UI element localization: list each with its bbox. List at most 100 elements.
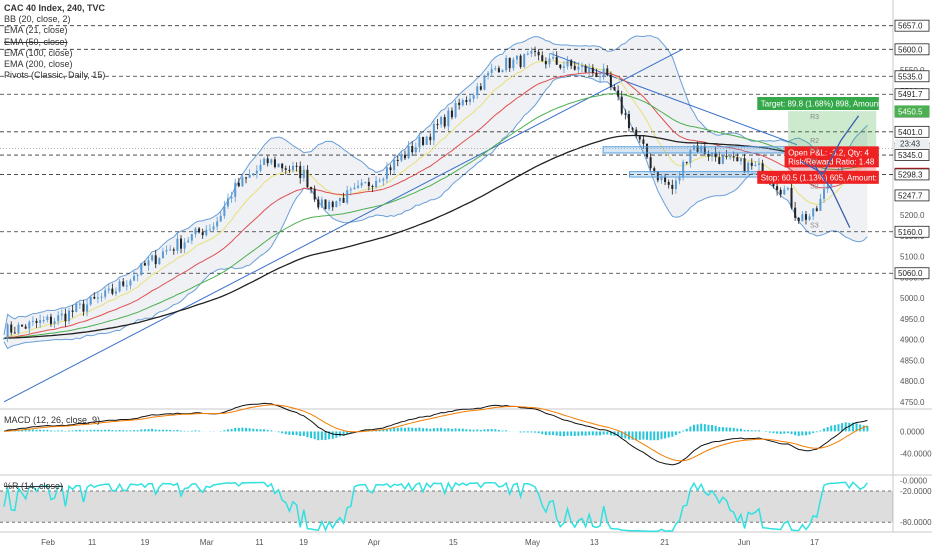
macd-histogram-bar — [566, 431, 569, 436]
candle — [432, 123, 435, 141]
wr-tick-label: -0.0000 — [900, 477, 928, 486]
candle — [447, 110, 450, 127]
macd-histogram-bar — [190, 430, 193, 432]
candle — [458, 102, 461, 106]
candle — [526, 53, 529, 55]
x-tick-label: 19 — [299, 538, 308, 547]
candle — [736, 157, 739, 162]
macd-histogram-bar — [432, 428, 435, 432]
candle — [508, 57, 511, 69]
stop-label-bg — [757, 170, 879, 184]
candle — [306, 169, 309, 188]
macd-histogram-bar — [483, 429, 486, 432]
candle — [223, 206, 226, 216]
candle — [739, 158, 742, 162]
macd-histogram-bar — [75, 429, 78, 432]
macd-histogram-bar — [559, 431, 562, 437]
candle — [523, 54, 526, 67]
macd-histogram-bar — [855, 423, 858, 432]
macd-histogram-bar — [107, 429, 110, 432]
candle — [443, 117, 446, 127]
candle — [208, 229, 211, 231]
macd-histogram-bar — [692, 424, 695, 432]
pivot-label-s2: S2 — [810, 183, 819, 190]
price-label: 5450.5 — [898, 107, 923, 116]
macd-histogram-bar — [732, 427, 735, 432]
macd-histogram-bar — [729, 427, 732, 432]
macd-histogram-bar — [418, 427, 421, 432]
macd-histogram-bar — [494, 429, 497, 432]
candle — [382, 178, 385, 181]
candle — [180, 238, 183, 249]
macd-line — [3, 402, 868, 466]
macd-histogram-bar — [96, 429, 99, 432]
candle — [328, 201, 331, 210]
macd-histogram-bar — [833, 424, 836, 432]
bollinger-upper — [3, 35, 868, 336]
candle — [114, 291, 117, 294]
macd-histogram-bar — [349, 431, 352, 434]
macd-histogram-bar — [747, 430, 750, 432]
candle — [357, 185, 360, 188]
candle — [501, 70, 504, 73]
macd-histogram-bar — [588, 431, 591, 436]
candle — [570, 60, 573, 66]
macd-histogram-bar — [320, 431, 323, 440]
macd-histogram-bar — [24, 430, 27, 432]
macd-histogram-bar — [584, 431, 587, 436]
macd-histogram-bar — [479, 429, 482, 432]
macd-histogram-bar — [476, 429, 479, 432]
candle — [324, 199, 327, 210]
macd-histogram-bar — [310, 431, 313, 439]
macd-histogram-bar — [226, 429, 229, 432]
candle — [320, 199, 323, 208]
macd-histogram-bar — [342, 431, 345, 436]
candle — [35, 320, 38, 324]
bollinger-lower — [3, 74, 868, 350]
candle — [497, 68, 500, 73]
macd-histogram-bar — [642, 431, 645, 440]
candle — [317, 199, 320, 208]
macd-histogram-bar — [526, 431, 529, 433]
macd-histogram-bar — [794, 431, 797, 436]
candle — [776, 186, 779, 190]
projection-down — [813, 165, 851, 228]
macd-histogram-bar — [89, 429, 92, 432]
candle — [169, 249, 172, 251]
candle — [660, 176, 663, 181]
macd-histogram-bar — [57, 430, 60, 432]
candle — [205, 229, 208, 236]
pivot-label-s1: S1 — [810, 159, 819, 166]
candle — [93, 296, 96, 299]
macd-histogram-bar — [653, 431, 656, 441]
macd-histogram-bar — [848, 422, 851, 432]
macd-histogram-bar — [78, 429, 81, 432]
price-label-bg — [894, 125, 930, 138]
x-tick-label: 21 — [660, 538, 669, 547]
price-label-bg — [894, 168, 930, 181]
macd-histogram-bar — [859, 424, 862, 432]
macd-histogram-bar — [241, 427, 244, 432]
macd-histogram-bar — [823, 428, 826, 432]
candle — [187, 240, 190, 243]
macd-histogram-bar — [114, 430, 117, 432]
macd-histogram-bar — [382, 429, 385, 432]
macd-histogram-bar — [602, 431, 605, 435]
macd-histogram-bar — [501, 430, 504, 432]
candle — [147, 260, 150, 266]
macd-histogram-bar — [396, 427, 399, 432]
macd-histogram-bar — [548, 431, 551, 436]
legend-ema200: EMA (200, close) — [4, 59, 73, 70]
candle — [794, 207, 797, 218]
candle — [761, 163, 764, 178]
candle — [689, 149, 692, 163]
candle — [479, 86, 482, 90]
y-tick-label: 4950.0 — [900, 315, 925, 324]
candle — [299, 165, 302, 179]
price-label: 5060.0 — [898, 269, 923, 278]
macd-histogram-bar — [505, 430, 508, 432]
macd-histogram-bar — [111, 430, 114, 432]
candle — [190, 234, 193, 241]
legend-ema100: EMA (100, close) — [4, 47, 73, 58]
